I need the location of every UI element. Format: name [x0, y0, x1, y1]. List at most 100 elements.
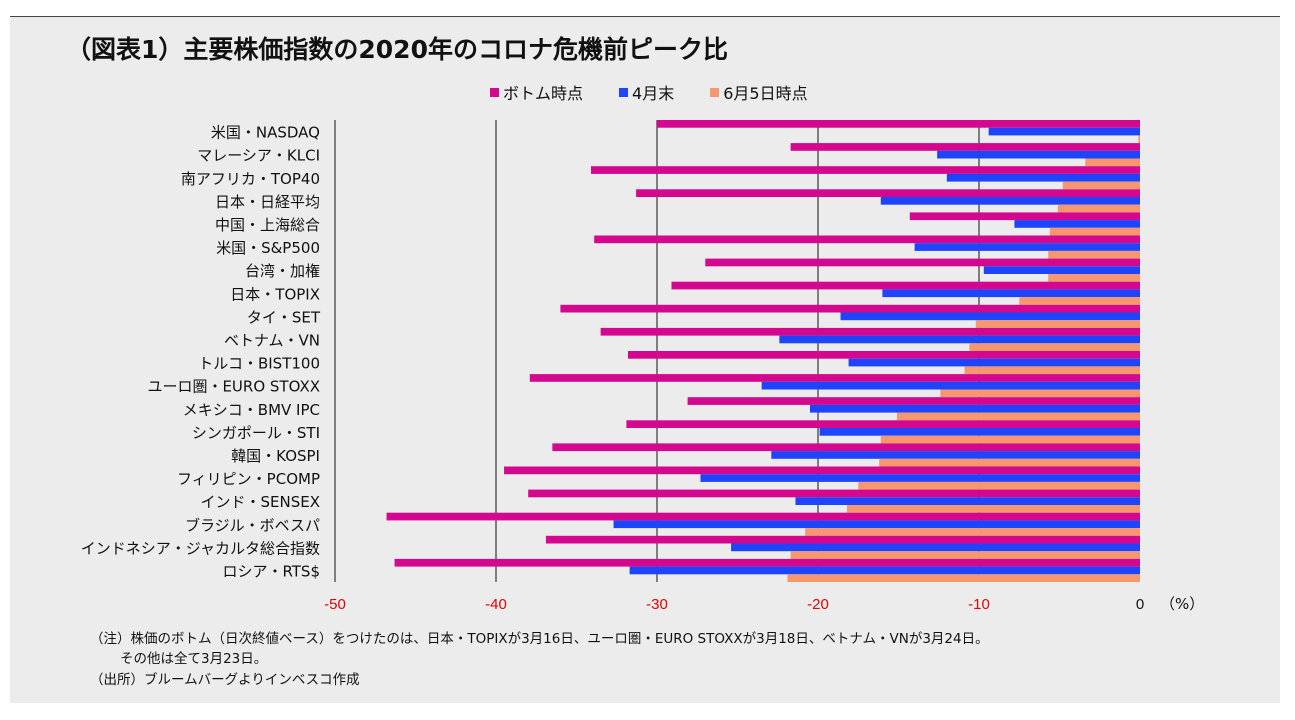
bar — [1014, 220, 1140, 228]
chart-title: （図表1）主要株価指数の2020年のコロナ危機前ピーク比 — [66, 35, 728, 64]
legend: ボトム時点 4月末 6月5日時点 — [490, 80, 808, 104]
category-label: 米国・S&P500 — [216, 239, 320, 257]
bar — [687, 397, 1140, 405]
bar — [779, 335, 1140, 344]
bar — [1048, 274, 1140, 282]
bar — [909, 212, 1140, 221]
bar — [504, 466, 1140, 475]
bar — [940, 389, 1140, 398]
category-label: 韓国・KOSPI — [231, 447, 320, 465]
category-label: ユーロ圏・EURO STOXX — [147, 378, 320, 396]
category-label: タイ・SET — [247, 308, 321, 326]
category-label: マレーシア・KLCI — [197, 147, 320, 165]
bar — [529, 374, 1140, 382]
bar — [937, 150, 1140, 159]
category-label: 中国・上海総合 — [215, 216, 320, 234]
category-label: 日本・TOPIX — [230, 285, 320, 303]
legend-label: 4月末 — [632, 84, 675, 103]
bar — [600, 327, 1140, 336]
bar — [964, 366, 1140, 375]
note-1: （注）株価のボトム（日次終値ベース）をつけたのは、日本・TOPIXが3月16日、… — [90, 631, 989, 647]
bar — [790, 143, 1140, 151]
bar — [628, 351, 1140, 359]
bar — [795, 497, 1140, 505]
bar — [386, 512, 1140, 521]
bar — [1048, 250, 1140, 259]
x-axis-unit: （%） — [1160, 595, 1204, 613]
x-tick-label: -20 — [807, 596, 829, 613]
legend-swatch — [710, 87, 720, 97]
bar — [590, 166, 1140, 174]
bar — [560, 304, 1140, 313]
category-label: インド・SENSEX — [201, 493, 321, 511]
bar — [657, 120, 1140, 128]
x-tick-label: 0 — [1136, 596, 1144, 613]
legend-item: 6月5日時点 — [710, 80, 808, 104]
category-label: シンガポール・STI — [192, 424, 320, 442]
bar — [880, 197, 1140, 205]
bar — [629, 566, 1140, 575]
category-label: インドネシア・ジャカルタ総合指数 — [81, 539, 320, 557]
bar — [914, 243, 1140, 251]
bar — [771, 451, 1140, 459]
bar — [1085, 158, 1140, 167]
bar — [528, 489, 1140, 498]
category-label: 日本・日経平均 — [215, 193, 320, 211]
category-label: 南アフリカ・TOP40 — [181, 170, 320, 188]
bar — [1138, 135, 1140, 144]
bar — [552, 443, 1140, 452]
bar — [1049, 227, 1140, 236]
bar — [846, 505, 1140, 513]
bar — [394, 558, 1140, 567]
bar — [896, 412, 1140, 421]
bar — [840, 312, 1140, 321]
bar — [626, 420, 1140, 428]
x-tick-label: -50 — [324, 596, 346, 613]
legend-item: 4月末 — [619, 80, 674, 104]
category-label: トルコ・BIST100 — [198, 355, 320, 373]
legend-swatch — [619, 87, 629, 97]
source-note: （出所）ブルームバーグよりインベスコ作成 — [90, 672, 360, 688]
legend-item: ボトム時点 — [490, 80, 583, 104]
bar — [1057, 204, 1140, 213]
bar — [880, 435, 1140, 444]
bar — [946, 173, 1140, 182]
category-label: メキシコ・BMV IPC — [183, 401, 320, 419]
bar — [805, 528, 1140, 536]
bar — [848, 358, 1140, 367]
bar — [988, 127, 1140, 136]
category-label: ブラジル・ボベスパ — [185, 516, 320, 534]
bar — [636, 189, 1140, 197]
bar — [787, 574, 1140, 582]
x-tick-label: -40 — [485, 596, 507, 613]
bar — [671, 281, 1140, 290]
bar — [1062, 181, 1140, 190]
x-tick-label: -10 — [968, 596, 990, 613]
bar — [705, 258, 1140, 267]
bar — [809, 404, 1140, 413]
bar — [594, 235, 1140, 244]
bar — [969, 343, 1140, 351]
bar — [858, 481, 1140, 490]
bar — [879, 458, 1140, 467]
bar — [882, 289, 1140, 298]
legend-label: 6月5日時点 — [723, 84, 808, 103]
bar — [613, 520, 1140, 529]
bar — [819, 428, 1140, 436]
bar — [545, 535, 1140, 544]
category-label: 米国・NASDAQ — [211, 124, 320, 142]
category-label: フィリピン・PCOMP — [177, 470, 320, 488]
legend-swatch — [490, 87, 499, 97]
category-label: ベトナム・VN — [224, 331, 320, 349]
bar — [983, 266, 1140, 274]
x-tick-label: -30 — [646, 596, 668, 613]
note-2: その他は全て3月23日。 — [120, 651, 268, 667]
category-label: ロシア・RTS$ — [222, 562, 320, 580]
bar — [790, 551, 1140, 559]
bar — [975, 320, 1140, 328]
bar — [700, 474, 1140, 482]
category-label: 台湾・加権 — [245, 262, 320, 280]
bar — [761, 381, 1140, 390]
legend-label: ボトム時点 — [503, 84, 584, 103]
